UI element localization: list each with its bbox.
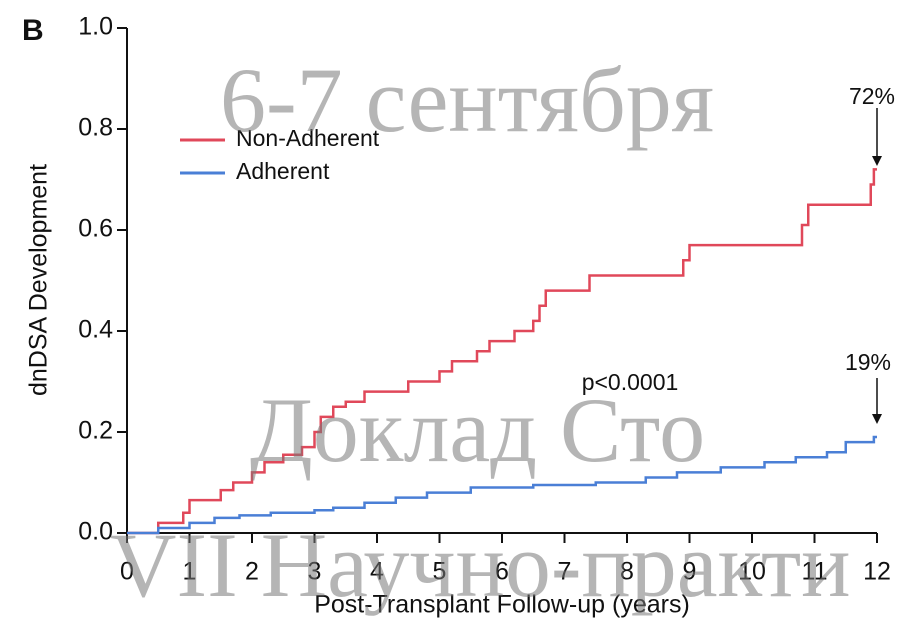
x-tick-label: 8 (620, 558, 634, 586)
x-tick-label: 7 (558, 558, 572, 586)
arrow-head (872, 414, 882, 424)
x-tick-label: 0 (120, 558, 134, 586)
x-tick-label: 2 (245, 558, 259, 586)
watermark: VII Научно-практи (110, 514, 850, 616)
watermark: 6-7 сентября (220, 49, 714, 151)
y-tick-label: 0.6 (78, 215, 113, 243)
arrow-head (872, 156, 882, 166)
x-tick-label: 1 (183, 558, 197, 586)
x-tick-label: 3 (308, 558, 322, 586)
y-tick-label: 0.4 (78, 316, 113, 344)
x-tick-label: 6 (495, 558, 509, 586)
x-tick-label: 9 (683, 558, 697, 586)
x-tick-label: 11 (802, 558, 828, 586)
y-tick-label: 1.0 (78, 13, 113, 41)
annotation: 19% (845, 349, 891, 375)
series-line (127, 435, 877, 535)
x-tick-label: 5 (433, 558, 447, 586)
legend-label: Non-Adherent (236, 125, 380, 151)
y-tick-label: 0.0 (78, 518, 113, 546)
watermark: Доклад Сто (250, 379, 705, 481)
x-tick-label: 12 (863, 558, 891, 586)
y-tick-label: 0.2 (78, 417, 113, 445)
annotation: 72% (849, 83, 895, 109)
x-tick-label: 4 (370, 558, 384, 586)
x-axis-label: Post-Transplant Follow-up (years) (314, 591, 690, 619)
x-tick-label: 10 (738, 558, 766, 586)
annotation: p<0.0001 (582, 369, 679, 395)
series-line (127, 168, 877, 535)
legend-label: Adherent (236, 158, 330, 184)
panel-label: B (22, 14, 44, 47)
y-axis-label: dnDSA Development (25, 164, 53, 396)
y-tick-label: 0.8 (78, 114, 113, 142)
